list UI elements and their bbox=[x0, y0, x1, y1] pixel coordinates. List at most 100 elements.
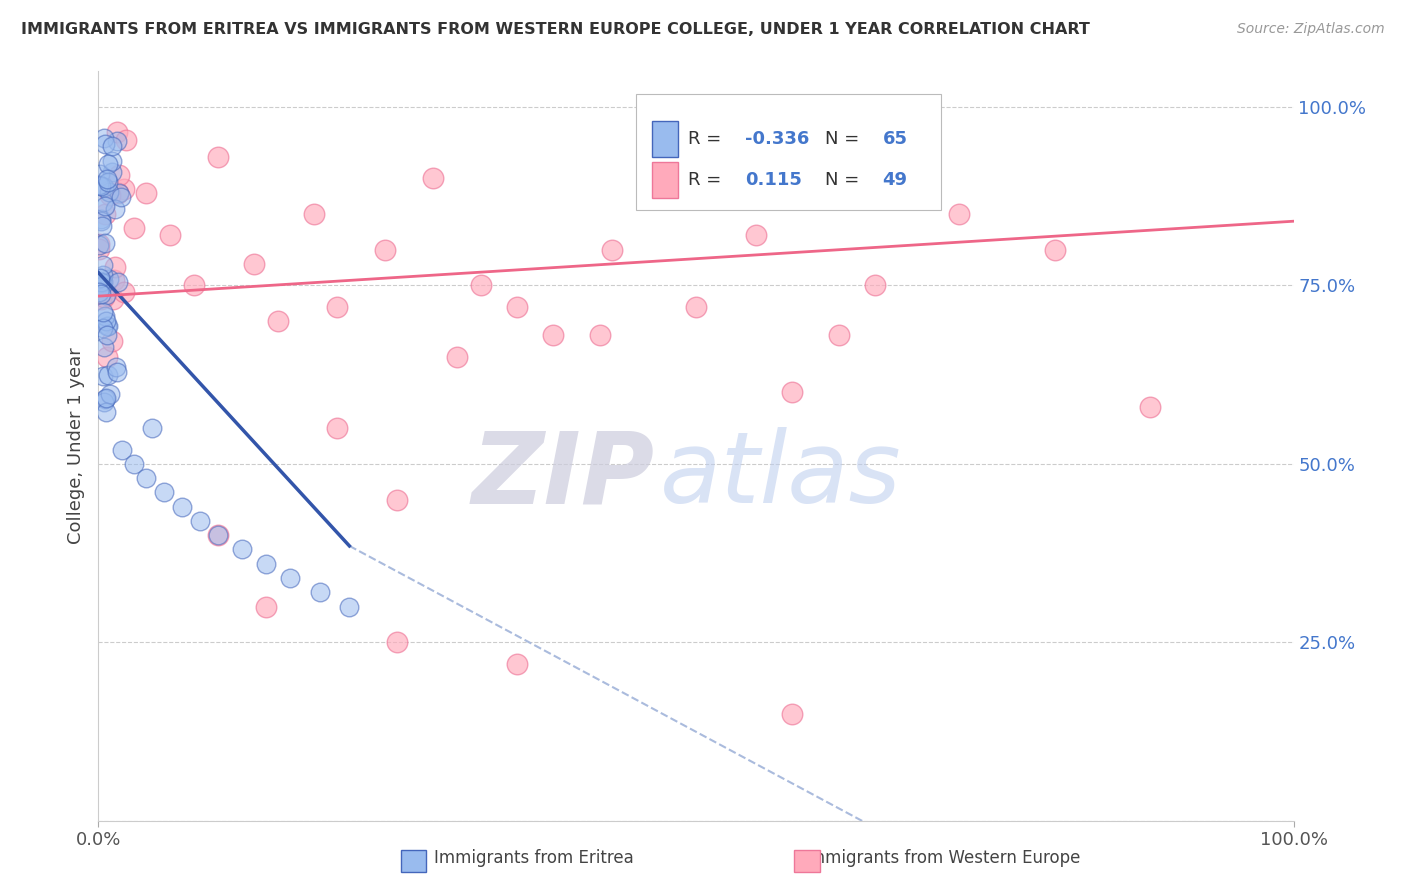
Text: atlas: atlas bbox=[661, 427, 901, 524]
Point bbox=[172, 500, 194, 514]
Point bbox=[87, 242, 110, 256]
Point bbox=[188, 514, 211, 528]
Point bbox=[96, 172, 118, 186]
Point bbox=[96, 327, 118, 342]
Point bbox=[243, 257, 266, 271]
Point bbox=[207, 528, 229, 542]
Point bbox=[602, 243, 624, 257]
Point bbox=[97, 185, 120, 199]
Point bbox=[94, 288, 117, 302]
Point bbox=[159, 228, 181, 243]
Point bbox=[93, 340, 115, 354]
Point bbox=[302, 207, 325, 221]
Point bbox=[112, 285, 135, 299]
Point bbox=[589, 328, 612, 343]
Point bbox=[254, 557, 277, 571]
Point bbox=[122, 220, 145, 235]
Text: R =: R = bbox=[688, 130, 727, 148]
Point bbox=[745, 228, 768, 243]
Point bbox=[96, 350, 118, 364]
Point bbox=[948, 207, 970, 221]
Point bbox=[112, 182, 135, 196]
Text: ZIP: ZIP bbox=[471, 427, 654, 524]
Point bbox=[267, 314, 290, 328]
Point bbox=[90, 179, 112, 194]
Text: 0.115: 0.115 bbox=[745, 171, 801, 189]
Text: N =: N = bbox=[825, 130, 865, 148]
Point bbox=[326, 421, 349, 435]
Point bbox=[91, 268, 114, 283]
Point bbox=[339, 599, 361, 614]
Point bbox=[91, 219, 114, 233]
Point bbox=[183, 278, 205, 293]
Point bbox=[87, 178, 110, 193]
Text: N =: N = bbox=[825, 171, 865, 189]
Point bbox=[207, 528, 229, 542]
Bar bbox=[652, 162, 678, 198]
Point bbox=[107, 186, 129, 200]
Point bbox=[114, 134, 136, 148]
Bar bbox=[652, 120, 678, 157]
Point bbox=[94, 391, 117, 405]
Point bbox=[90, 279, 112, 293]
Text: Immigrants from Western Europe: Immigrants from Western Europe bbox=[804, 849, 1080, 867]
Point bbox=[422, 171, 444, 186]
Point bbox=[135, 186, 157, 200]
Point bbox=[105, 365, 128, 379]
Text: -0.336: -0.336 bbox=[745, 130, 810, 148]
Point bbox=[108, 168, 131, 182]
Point bbox=[90, 292, 112, 306]
Point bbox=[97, 272, 120, 286]
Point bbox=[541, 328, 564, 343]
Point bbox=[100, 165, 122, 179]
Point bbox=[110, 190, 132, 204]
Point bbox=[103, 273, 125, 287]
Point bbox=[385, 492, 409, 507]
Point bbox=[93, 321, 115, 335]
Point bbox=[254, 599, 277, 614]
Point bbox=[94, 309, 117, 323]
Point bbox=[104, 260, 127, 275]
Point bbox=[90, 276, 112, 290]
Point bbox=[87, 285, 110, 299]
Point bbox=[1139, 400, 1161, 414]
Point bbox=[98, 188, 121, 202]
Point bbox=[97, 368, 120, 382]
FancyBboxPatch shape bbox=[637, 94, 941, 210]
Point bbox=[96, 314, 118, 328]
Point bbox=[124, 457, 146, 471]
Point bbox=[865, 278, 887, 293]
Point bbox=[1043, 243, 1066, 257]
Point bbox=[91, 258, 114, 272]
Point bbox=[101, 153, 124, 168]
Point bbox=[100, 387, 122, 401]
Text: R =: R = bbox=[688, 171, 727, 189]
Point bbox=[96, 405, 118, 419]
Point bbox=[780, 706, 803, 721]
Point bbox=[89, 167, 111, 181]
Point bbox=[141, 421, 163, 435]
Point bbox=[90, 214, 112, 228]
Point bbox=[94, 137, 117, 152]
Point bbox=[90, 211, 112, 226]
Point bbox=[93, 392, 115, 406]
Point bbox=[91, 369, 114, 384]
Point bbox=[100, 334, 122, 348]
Point bbox=[105, 125, 128, 139]
Point bbox=[470, 278, 492, 293]
Point bbox=[107, 275, 129, 289]
Point bbox=[153, 485, 176, 500]
Point bbox=[780, 385, 803, 400]
Point bbox=[104, 202, 127, 216]
Point bbox=[326, 300, 349, 314]
Point bbox=[93, 235, 115, 250]
Point bbox=[93, 395, 115, 409]
Point bbox=[97, 175, 120, 189]
Point bbox=[308, 585, 330, 599]
Point bbox=[207, 150, 229, 164]
Point bbox=[93, 179, 115, 194]
Point bbox=[278, 571, 301, 585]
Point bbox=[108, 186, 131, 200]
Text: Immigrants from Eritrea: Immigrants from Eritrea bbox=[434, 849, 634, 867]
Point bbox=[97, 318, 120, 333]
